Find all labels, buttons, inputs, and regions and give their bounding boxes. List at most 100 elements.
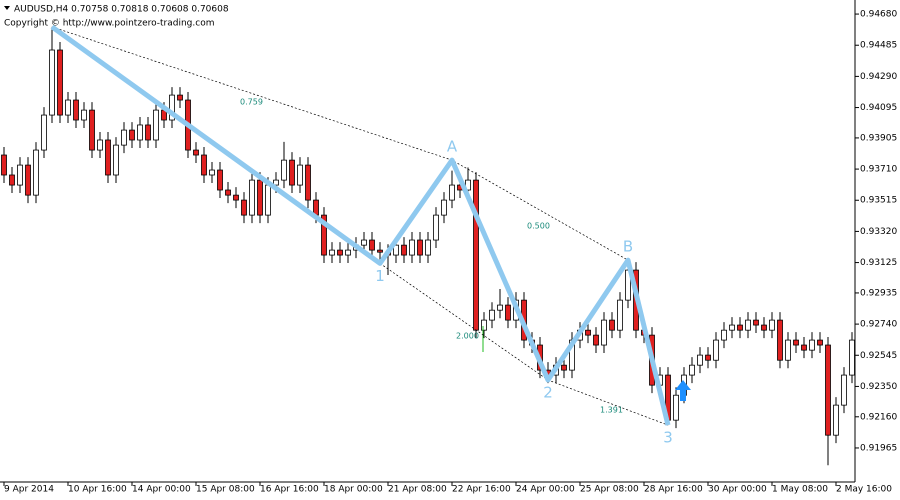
candle-body — [273, 179, 279, 186]
x-tick-label: 16 Apr 16:00 — [260, 485, 319, 495]
candle-body — [129, 129, 135, 141]
candle-body — [105, 139, 111, 176]
candle-body — [745, 319, 751, 331]
x-tick-label: 25 Apr 08:00 — [580, 485, 639, 495]
candle-body — [809, 339, 815, 351]
candle-body — [417, 239, 423, 256]
candle-body — [505, 304, 511, 321]
candle-body — [65, 99, 71, 116]
candle-body — [401, 244, 407, 256]
candle-body — [313, 199, 319, 216]
candle-body — [601, 319, 607, 346]
candle-body — [241, 199, 247, 216]
candle-body — [257, 179, 263, 216]
candle-body — [561, 364, 567, 371]
ratio-label: 2.000 — [456, 332, 479, 341]
candle-body — [833, 404, 839, 436]
y-tick-label: 0.93320 — [860, 227, 897, 237]
x-tick-label: 15 Apr 08:00 — [196, 485, 255, 495]
candle-body — [801, 344, 807, 351]
plot-area — [1, 26, 855, 466]
candle-body — [425, 239, 431, 256]
candle-body — [609, 319, 615, 331]
candle-body — [489, 309, 495, 321]
candle-body — [849, 339, 855, 376]
x-tick-label: 9 Apr 2014 — [4, 485, 54, 495]
copyright: Copyright © http://www.pointzero-trading… — [4, 19, 214, 29]
candle-body — [193, 149, 199, 156]
candle-body — [9, 174, 15, 186]
buy-arrow — [675, 380, 691, 401]
y-tick-label: 0.93905 — [860, 133, 897, 143]
candle-body — [497, 304, 503, 311]
candle-body — [689, 364, 695, 376]
candle-body — [41, 114, 47, 151]
pivot-label: 2 — [543, 384, 553, 402]
ratio-label: 1.391 — [600, 406, 623, 415]
y-tick-label: 0.94680 — [860, 10, 897, 20]
y-tick-label: 0.92545 — [860, 351, 897, 361]
y-tick-label: 0.94290 — [860, 72, 897, 82]
candle-body — [449, 184, 455, 201]
candle-body — [737, 324, 743, 331]
candle-body — [249, 179, 255, 216]
pattern-line — [50, 24, 671, 426]
x-tick-label: 2 May 16:00 — [836, 485, 892, 495]
ratio-label: 0.759 — [240, 98, 263, 107]
candle-body — [721, 329, 727, 341]
candle-body — [753, 319, 759, 326]
candle-body — [89, 109, 95, 151]
candle-body — [593, 334, 599, 346]
candle-body — [177, 94, 183, 101]
candle-body — [377, 249, 383, 253]
candle-body — [297, 164, 303, 186]
candle-body — [17, 164, 23, 186]
candle-body — [729, 324, 735, 331]
candle-body — [225, 189, 231, 196]
pivot-label: A — [447, 138, 458, 156]
candle-body — [617, 299, 623, 331]
x-tick-label: 18 Apr 00:00 — [324, 485, 383, 495]
candle-body — [169, 94, 175, 121]
candle-body — [673, 394, 679, 421]
candle-body — [305, 164, 311, 201]
candle-body — [145, 124, 151, 141]
y-tick-label: 0.92160 — [860, 412, 897, 422]
candle-body — [841, 374, 847, 406]
candle-body — [1, 154, 7, 176]
candle-body — [337, 249, 343, 256]
candle-body — [209, 169, 215, 176]
candle-body — [321, 214, 327, 256]
x-tick-label: 28 Apr 16:00 — [644, 485, 703, 495]
y-tick-label: 0.92740 — [860, 320, 897, 330]
candle-body — [153, 109, 159, 141]
candle-body — [201, 154, 207, 176]
candle-body — [113, 144, 119, 176]
candle-body — [361, 239, 367, 246]
y-tick-label: 0.94095 — [860, 103, 897, 113]
y-tick-label: 0.93710 — [860, 165, 897, 175]
candle-body — [713, 339, 719, 361]
candle-body — [585, 329, 591, 336]
pivot-label: 3 — [663, 429, 673, 447]
candle-body — [441, 199, 447, 216]
candle-body — [369, 239, 375, 251]
y-tick-label: 0.91965 — [860, 443, 897, 453]
candle-body — [33, 149, 39, 196]
candle-body — [289, 159, 295, 186]
candle-body — [121, 129, 127, 146]
ratio-label: 0.500 — [527, 222, 550, 231]
candle-body — [785, 339, 791, 361]
candle-body — [217, 169, 223, 191]
x-tick-label: 24 Apr 00:00 — [516, 485, 575, 495]
candle-body — [769, 319, 775, 331]
candle-body — [793, 339, 799, 346]
x-tick-label: 21 Apr 08:00 — [388, 485, 447, 495]
x-tick-label: 1 May 08:00 — [772, 485, 828, 495]
candle-body — [265, 184, 271, 216]
x-tick-label: 14 Apr 00:00 — [132, 485, 191, 495]
candle-body — [697, 354, 703, 366]
menu-arrow — [4, 6, 10, 10]
candle-body — [137, 124, 143, 141]
